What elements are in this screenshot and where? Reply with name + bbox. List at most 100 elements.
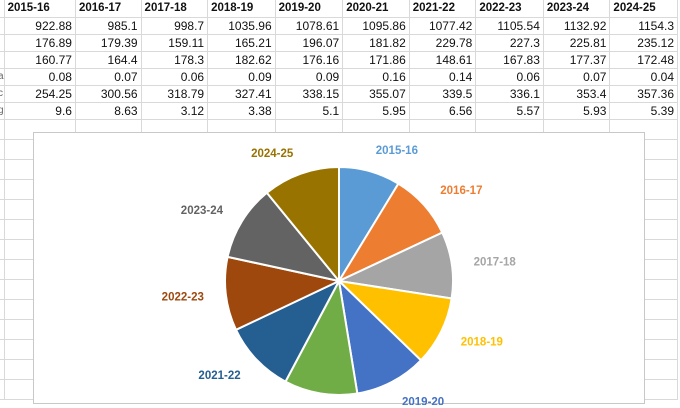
empty-cell[interactable] <box>0 339 5 360</box>
table-cell[interactable]: 0.14 <box>409 68 477 86</box>
table-cell[interactable]: 171.86 <box>342 51 410 69</box>
table-cell[interactable]: 229.78 <box>409 34 477 52</box>
table-cell[interactable]: 225.81 <box>543 34 611 52</box>
table-cell[interactable]: 0.07 <box>75 68 142 86</box>
chart-area[interactable]: 2015-162016-172017-182018-192019-202020-… <box>33 132 645 405</box>
table-cell[interactable]: 8.63 <box>75 102 142 120</box>
row-label-cell[interactable]: g <box>0 102 5 120</box>
table-cell[interactable]: 1095.86 <box>342 17 410 35</box>
empty-cell[interactable] <box>0 139 5 160</box>
table-cell[interactable]: 355.07 <box>342 85 410 103</box>
table-cell[interactable]: 1078.61 <box>275 17 344 35</box>
table-cell[interactable]: 235.12 <box>609 34 678 52</box>
header-cell[interactable]: 2024-25 <box>609 0 678 18</box>
table-cell[interactable]: 165.21 <box>207 34 276 52</box>
table-cell[interactable]: 1077.42 <box>409 17 477 35</box>
table-cell[interactable]: 172.48 <box>609 51 678 69</box>
pie-slice-2021-22[interactable] <box>234 278 342 384</box>
table-cell[interactable]: 1132.92 <box>543 17 611 35</box>
table-cell[interactable]: 227.3 <box>475 34 544 52</box>
pie-label-2021-22: 2021-22 <box>198 370 240 382</box>
row-label-cell[interactable] <box>0 34 5 52</box>
empty-cell[interactable] <box>0 379 5 400</box>
table-cell[interactable]: 357.36 <box>609 85 678 103</box>
table-cell[interactable]: 181.82 <box>342 34 410 52</box>
empty-cell[interactable] <box>0 359 5 380</box>
pie-slice-2024-25[interactable] <box>265 165 340 284</box>
table-cell[interactable]: 177.37 <box>543 51 611 69</box>
empty-cell[interactable] <box>0 179 5 200</box>
table-cell[interactable]: 300.56 <box>75 85 142 103</box>
table-cell[interactable]: 1154.3 <box>609 17 678 35</box>
empty-cell[interactable] <box>0 299 5 320</box>
empty-cell[interactable] <box>0 219 5 240</box>
header-cell[interactable]: 2023-24 <box>543 0 611 18</box>
table-cell[interactable]: 0.09 <box>275 68 344 86</box>
row-label-cell[interactable]: c <box>0 85 5 103</box>
table-cell[interactable]: 1035.96 <box>207 17 276 35</box>
table-cell[interactable]: 182.62 <box>207 51 276 69</box>
table-cell[interactable]: 922.88 <box>4 17 76 35</box>
pie-slice-2023-24[interactable] <box>226 191 342 283</box>
table-cell[interactable]: 318.79 <box>141 85 209 103</box>
empty-cell[interactable] <box>0 259 5 280</box>
table-cell[interactable]: 985.1 <box>75 17 142 35</box>
table-cell[interactable]: 5.93 <box>543 102 611 120</box>
pie-slice-2020-21[interactable] <box>284 277 359 396</box>
table-cell[interactable]: 160.77 <box>4 51 76 69</box>
header-cell[interactable]: 2018-19 <box>207 0 276 18</box>
empty-cell[interactable] <box>0 159 5 180</box>
table-cell[interactable]: 1105.54 <box>475 17 544 35</box>
empty-cell[interactable] <box>0 239 5 260</box>
table-cell[interactable]: 0.09 <box>207 68 276 86</box>
table-cell[interactable]: 336.1 <box>475 85 544 103</box>
table-cell[interactable]: 3.12 <box>141 102 209 120</box>
table-cell[interactable]: 167.83 <box>475 51 544 69</box>
table-cell[interactable]: 0.16 <box>342 68 410 86</box>
header-cell[interactable]: 2017-18 <box>141 0 209 18</box>
table-cell[interactable]: 327.41 <box>207 85 276 103</box>
table-cell[interactable]: 0.06 <box>141 68 209 86</box>
pie-slice-2019-20[interactable] <box>337 278 423 395</box>
header-cell[interactable]: 2020-21 <box>342 0 410 18</box>
table-cell[interactable]: 5.57 <box>475 102 544 120</box>
table-cell[interactable]: 3.38 <box>207 102 276 120</box>
empty-cell[interactable] <box>0 319 5 340</box>
table-cell[interactable]: 6.56 <box>409 102 477 120</box>
table-cell[interactable]: 148.61 <box>409 51 477 69</box>
table-cell[interactable]: 178.3 <box>141 51 209 69</box>
table-cell[interactable]: 5.1 <box>275 102 344 120</box>
table-cell[interactable]: 0.06 <box>475 68 544 86</box>
pie-label-2018-19: 2018-19 <box>461 337 503 349</box>
table-cell[interactable]: 0.04 <box>609 68 678 86</box>
header-cell[interactable]: 2015-16 <box>4 0 76 18</box>
table-cell[interactable]: 0.08 <box>4 68 76 86</box>
table-cell[interactable]: 159.11 <box>141 34 209 52</box>
table-cell[interactable]: 339.5 <box>409 85 477 103</box>
table-cell[interactable]: 196.07 <box>275 34 344 52</box>
table-cell[interactable]: 176.16 <box>275 51 344 69</box>
header-cell[interactable]: 2019-20 <box>275 0 344 18</box>
table-cell[interactable]: 353.4 <box>543 85 611 103</box>
row-label-cell[interactable]: a <box>0 68 5 86</box>
table-cell[interactable]: 5.39 <box>609 102 678 120</box>
table-cell[interactable]: 5.95 <box>342 102 410 120</box>
table-cell[interactable]: 254.25 <box>4 85 76 103</box>
header-cell[interactable]: 2016-17 <box>75 0 142 18</box>
table-cell[interactable]: 179.39 <box>75 34 142 52</box>
row-label-cell[interactable] <box>0 51 5 69</box>
table-cell[interactable]: 164.4 <box>75 51 142 69</box>
corner-cell[interactable] <box>0 0 5 18</box>
table-cell[interactable]: 9.6 <box>4 102 76 120</box>
empty-cell[interactable] <box>0 279 5 300</box>
row-label-cell[interactable] <box>0 17 5 35</box>
table-cell[interactable]: 176.89 <box>4 34 76 52</box>
table-cell[interactable]: 338.15 <box>275 85 344 103</box>
empty-cell[interactable] <box>0 119 5 140</box>
table-cell[interactable]: 998.7 <box>141 17 209 35</box>
empty-cell[interactable] <box>0 199 5 220</box>
header-cell[interactable]: 2021-22 <box>409 0 477 18</box>
table-cell[interactable]: 0.07 <box>543 68 611 86</box>
header-cell[interactable]: 2022-23 <box>475 0 544 18</box>
